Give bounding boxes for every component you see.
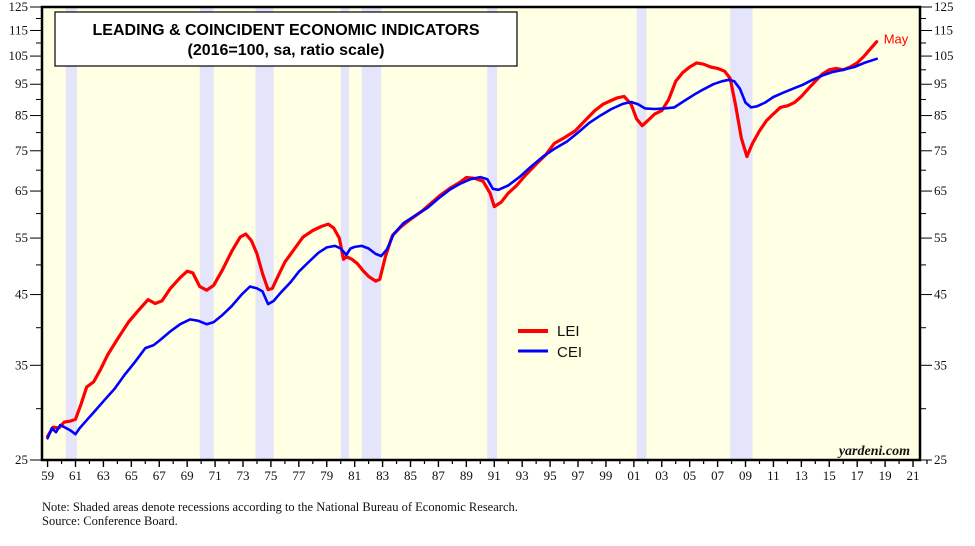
footnotes: Note: Shaded areas denote recessions acc…	[42, 500, 518, 528]
recession-band	[636, 7, 647, 460]
x-tick-label: 95	[544, 468, 557, 483]
recession-shading	[65, 7, 753, 460]
right-y-axis: 25 35 45 55 65 75 85 95 105 115 125	[920, 0, 954, 467]
x-tick-label: 69	[181, 468, 194, 483]
y-tick-label-right: 45	[934, 287, 947, 302]
x-tick-label: 77	[292, 468, 306, 483]
x-tick-label: 99	[599, 468, 612, 483]
y-tick-label-left: 105	[9, 48, 29, 63]
branding-yardeni: yardeni.com	[837, 444, 910, 459]
y-tick-label-right: 125	[934, 0, 954, 14]
y-tick-label-left: 75	[15, 143, 28, 158]
series-layer	[46, 40, 879, 440]
title-box-frame	[54, 11, 518, 67]
y-tick-label-right: 65	[934, 183, 947, 198]
x-tick-label: 05	[683, 468, 696, 483]
x-tick-label: 07	[711, 468, 725, 483]
legend: LEI CEI	[518, 323, 582, 361]
y-tick-label-right: 55	[934, 230, 947, 245]
legend-label-cei: CEI	[557, 344, 582, 361]
x-tick-label: 67	[153, 468, 167, 483]
recession-band	[730, 7, 753, 460]
recession-band	[487, 7, 498, 460]
left-y-axis: 25 35 45 55 65 75 85 95 105 115 125	[9, 0, 42, 467]
source-line: Source: Conference Board.	[42, 514, 178, 528]
y-tick-label-left: 65	[15, 183, 28, 198]
x-tick-label: 13	[795, 468, 808, 483]
chart-subtitle: (2016=100, sa, ratio scale)	[187, 42, 384, 59]
y-tick-label-left: 125	[9, 0, 29, 14]
recession-band	[65, 7, 77, 460]
recession-band	[199, 7, 214, 460]
x-tick-label: 81	[348, 468, 361, 483]
x-tick-label: 71	[209, 468, 222, 483]
x-tick-label: 89	[460, 468, 473, 483]
x-tick-label: 85	[404, 468, 417, 483]
x-tick-label: 97	[572, 468, 586, 483]
y-tick-label-right: 35	[934, 357, 947, 372]
series-line-lei	[46, 40, 879, 438]
y-tick-label-right: 75	[934, 143, 947, 158]
x-tick-label: 87	[432, 468, 446, 483]
x-tick-label: 75	[264, 468, 277, 483]
recession-band	[361, 7, 382, 460]
note-line: Note: Shaded areas denote recessions acc…	[42, 500, 518, 514]
series-line-cei	[46, 57, 878, 440]
y-tick-label-right: 115	[934, 22, 953, 37]
x-axis: 59 61 63 65 67 69 71 73 75 77 79 81 83 85 87 89 91 93 95 97…	[41, 460, 928, 483]
y-tick-label-left: 25	[15, 452, 28, 467]
x-tick-label: 91	[488, 468, 501, 483]
title-box: LEADING & COINCIDENT ECONOMIC INDICATORS…	[54, 11, 518, 67]
x-tick-label: 93	[516, 468, 529, 483]
plot-background	[42, 7, 920, 460]
plot-frame	[40, 5, 922, 462]
recession-band	[340, 7, 350, 460]
y-tick-label-right: 105	[934, 48, 954, 63]
y-tick-label-left: 35	[15, 357, 28, 372]
y-tick-label-right: 25	[934, 452, 947, 467]
x-tick-label: 15	[823, 468, 836, 483]
chart-title: LEADING & COINCIDENT ECONOMIC INDICATORS	[93, 22, 480, 39]
recession-band	[255, 7, 274, 460]
x-tick-label: 59	[41, 468, 54, 483]
x-tick-label: 03	[655, 468, 668, 483]
x-tick-label: 61	[69, 468, 82, 483]
y-tick-label-left: 115	[9, 22, 28, 37]
x-tick-label: 19	[879, 468, 892, 483]
x-tick-label: 21	[907, 468, 920, 483]
y-tick-label-left: 85	[15, 108, 28, 123]
annotation-may: May	[884, 32, 909, 47]
x-tick-label: 17	[851, 468, 865, 483]
y-tick-label-left: 55	[15, 230, 28, 245]
x-tick-label: 83	[376, 468, 389, 483]
x-tick-label: 79	[320, 468, 333, 483]
y-tick-label-right: 95	[934, 76, 947, 91]
x-tick-label: 11	[767, 468, 780, 483]
x-tick-label: 09	[739, 468, 752, 483]
x-tick-label: 01	[627, 468, 640, 483]
y-tick-label-left: 45	[15, 287, 28, 302]
x-tick-label: 65	[125, 468, 138, 483]
legend-label-lei: LEI	[557, 323, 580, 340]
x-tick-label: 63	[97, 468, 110, 483]
x-tick-label: 73	[237, 468, 250, 483]
y-tick-label-left: 95	[15, 76, 28, 91]
y-tick-label-right: 85	[934, 108, 947, 123]
